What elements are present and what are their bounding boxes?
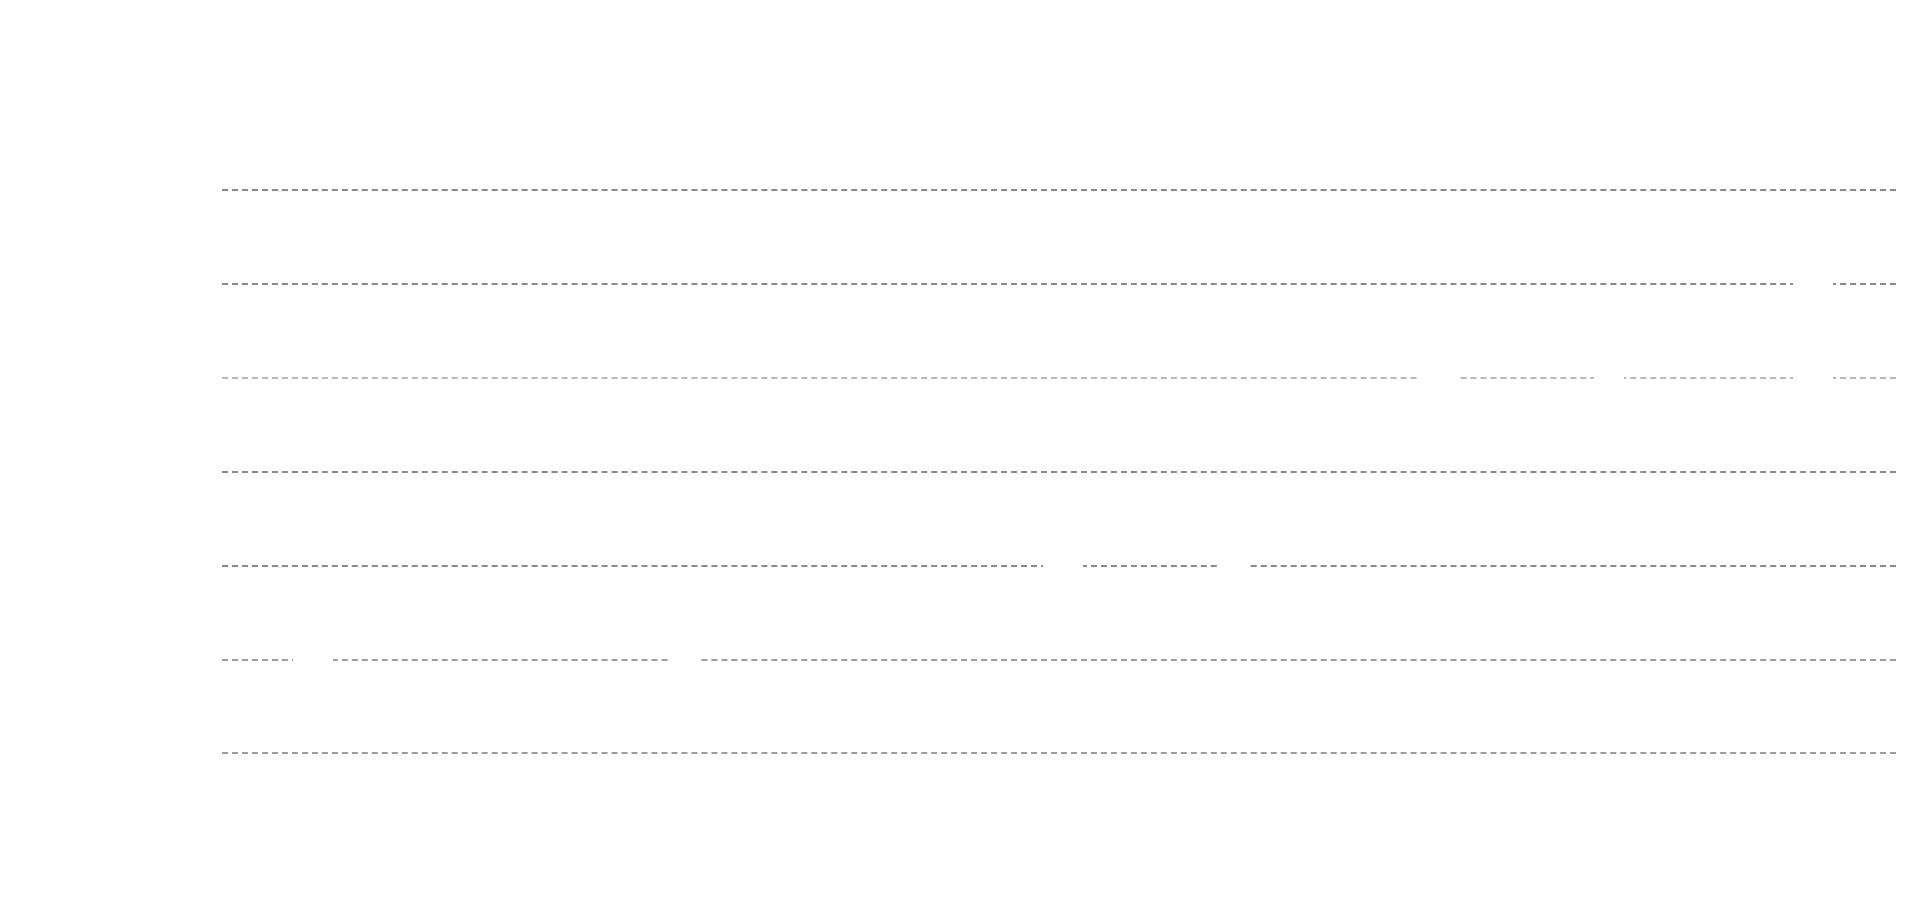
rule-break (1218, 562, 1248, 568)
rule-break (293, 656, 333, 662)
dashed-rule-6 (222, 659, 1896, 661)
rule-break (1793, 280, 1833, 286)
rule-break (1793, 374, 1833, 380)
dashed-rule-4 (222, 471, 1896, 473)
rule-break (668, 656, 698, 662)
rule-break (1418, 374, 1458, 380)
dashed-rule-1 (222, 189, 1896, 191)
rule-break (1043, 562, 1083, 568)
dashed-rule-7 (222, 752, 1896, 754)
dashed-rule-3 (222, 377, 1896, 379)
dashed-rule-2 (222, 283, 1896, 285)
rule-break (1594, 374, 1624, 380)
